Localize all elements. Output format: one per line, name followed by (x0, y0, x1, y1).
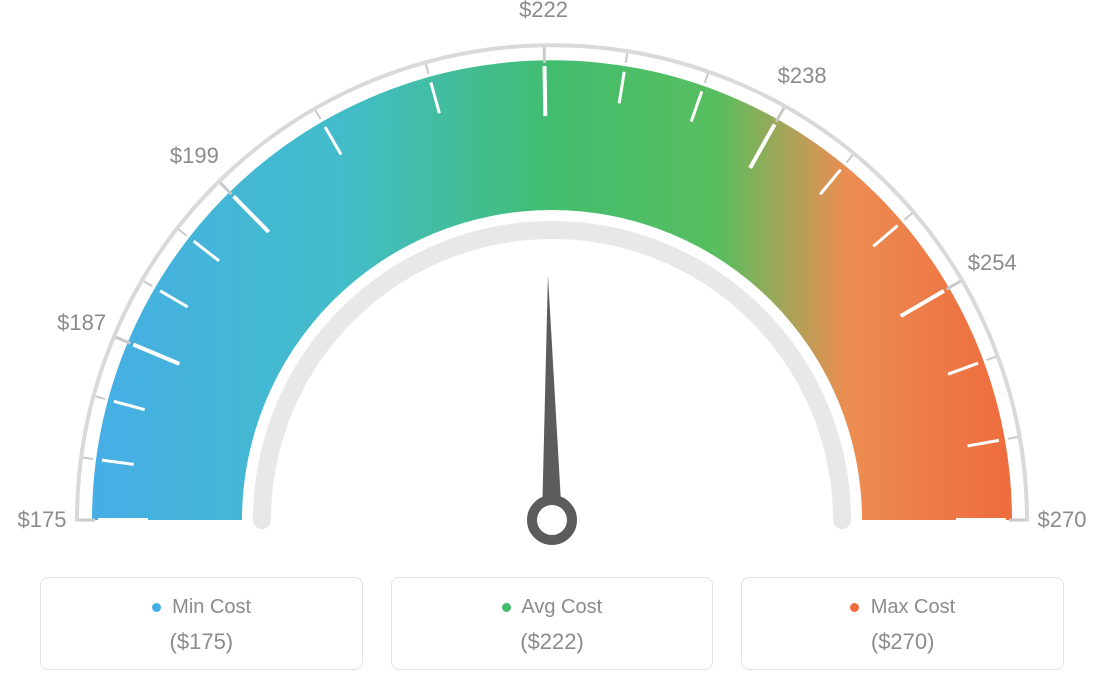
gauge-tick-label: $254 (968, 250, 1017, 276)
avg-cost-title-text: Avg Cost (521, 596, 602, 618)
avg-dot-icon (502, 603, 511, 612)
gauge-chart: $175 $187 $199 $222 $238 $254 $270 (0, 0, 1104, 560)
min-cost-title: Min Cost (51, 596, 352, 619)
gauge-tick-label: $270 (1038, 507, 1087, 533)
max-cost-title: Max Cost (752, 596, 1053, 619)
gauge-tick-label: $187 (57, 310, 106, 336)
summary-cards: Min Cost ($175) Avg Cost ($222) Max Cost… (40, 577, 1064, 670)
gauge-tick-label: $222 (519, 0, 568, 23)
avg-cost-card: Avg Cost ($222) (391, 577, 714, 670)
gauge-svg (0, 0, 1104, 560)
min-dot-icon (152, 603, 161, 612)
max-cost-value: ($270) (752, 629, 1053, 655)
avg-cost-value: ($222) (402, 629, 703, 655)
min-cost-value: ($175) (51, 629, 352, 655)
max-cost-card: Max Cost ($270) (741, 577, 1064, 670)
min-cost-card: Min Cost ($175) (40, 577, 363, 670)
max-cost-title-text: Max Cost (871, 596, 955, 618)
gauge-tick-label: $175 (18, 507, 67, 533)
max-dot-icon (850, 603, 859, 612)
min-cost-title-text: Min Cost (172, 596, 251, 618)
avg-cost-title: Avg Cost (402, 596, 703, 619)
gauge-tick-label: $199 (170, 143, 219, 169)
gauge-tick-label: $238 (778, 63, 827, 89)
